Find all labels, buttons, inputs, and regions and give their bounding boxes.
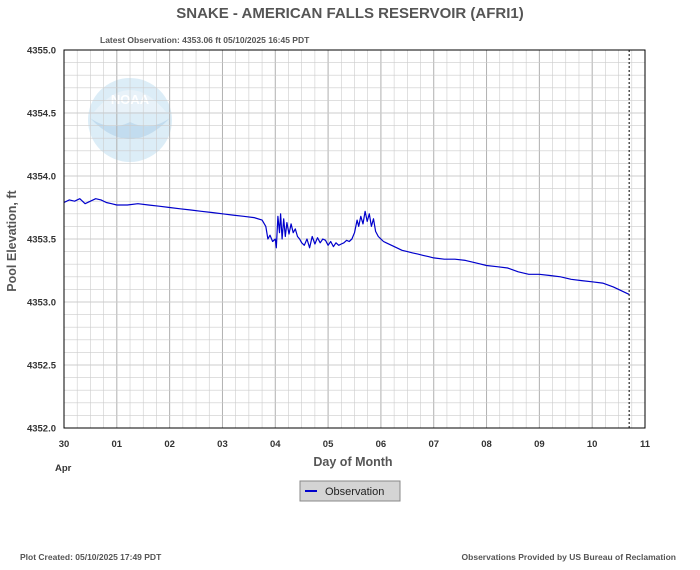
- x-tick-label: 02: [164, 439, 175, 450]
- chart-title: SNAKE - AMERICAN FALLS RESERVOIR (AFRI1): [176, 5, 524, 22]
- series-observation: [63, 198, 630, 295]
- x-tick-label: 03: [217, 439, 228, 450]
- x-tick-label: 04: [270, 439, 281, 450]
- plot-area: NOAA: [63, 49, 646, 429]
- plot-created-text: Plot Created: 05/10/2025 17:49 PDT: [20, 552, 162, 562]
- x-tick-label: 09: [534, 439, 545, 450]
- y-tick-label: 4355.0: [27, 46, 56, 57]
- y-tick-label: 4352.5: [27, 361, 57, 372]
- x-axis-label: Day of Month: [313, 455, 392, 469]
- latest-observation-text: Latest Observation: 4353.06 ft 05/10/202…: [100, 35, 310, 45]
- data-source-text: Observations Provided by US Bureau of Re…: [462, 552, 676, 562]
- y-tick-label: 4352.0: [27, 424, 56, 435]
- x-tick-label: 06: [376, 439, 387, 450]
- legend: Observation: [299, 480, 401, 502]
- series-line-observation: [63, 198, 630, 295]
- x-tick-label: 11: [640, 439, 651, 450]
- legend-label-observation: Observation: [325, 486, 384, 498]
- x-tick-label: 08: [481, 439, 492, 450]
- y-tick-label: 4354.0: [27, 172, 56, 183]
- plot-frame: [63, 49, 646, 429]
- y-axis-label: Pool Elevation, ft: [5, 189, 19, 291]
- x-axis-month-label: Apr: [55, 463, 72, 474]
- x-tick-label: 01: [112, 439, 123, 450]
- x-tick-label: 10: [587, 439, 598, 450]
- y-tick-label: 4353.5: [27, 235, 57, 246]
- x-tick-label: 30: [59, 439, 70, 450]
- y-axis-ticks: 4352.0 4352.5 4353.0 4353.5 4354.0 4354.5 4355…: [27, 46, 57, 435]
- x-axis-ticks: 30 01 02 03 04 05 06 07 08 09 10 11: [59, 439, 651, 450]
- y-tick-label: 4353.0: [27, 298, 56, 309]
- x-tick-label: 05: [323, 439, 334, 450]
- x-tick-label: 07: [428, 439, 439, 450]
- legend-box: [299, 480, 401, 502]
- y-tick-label: 4354.5: [27, 109, 57, 120]
